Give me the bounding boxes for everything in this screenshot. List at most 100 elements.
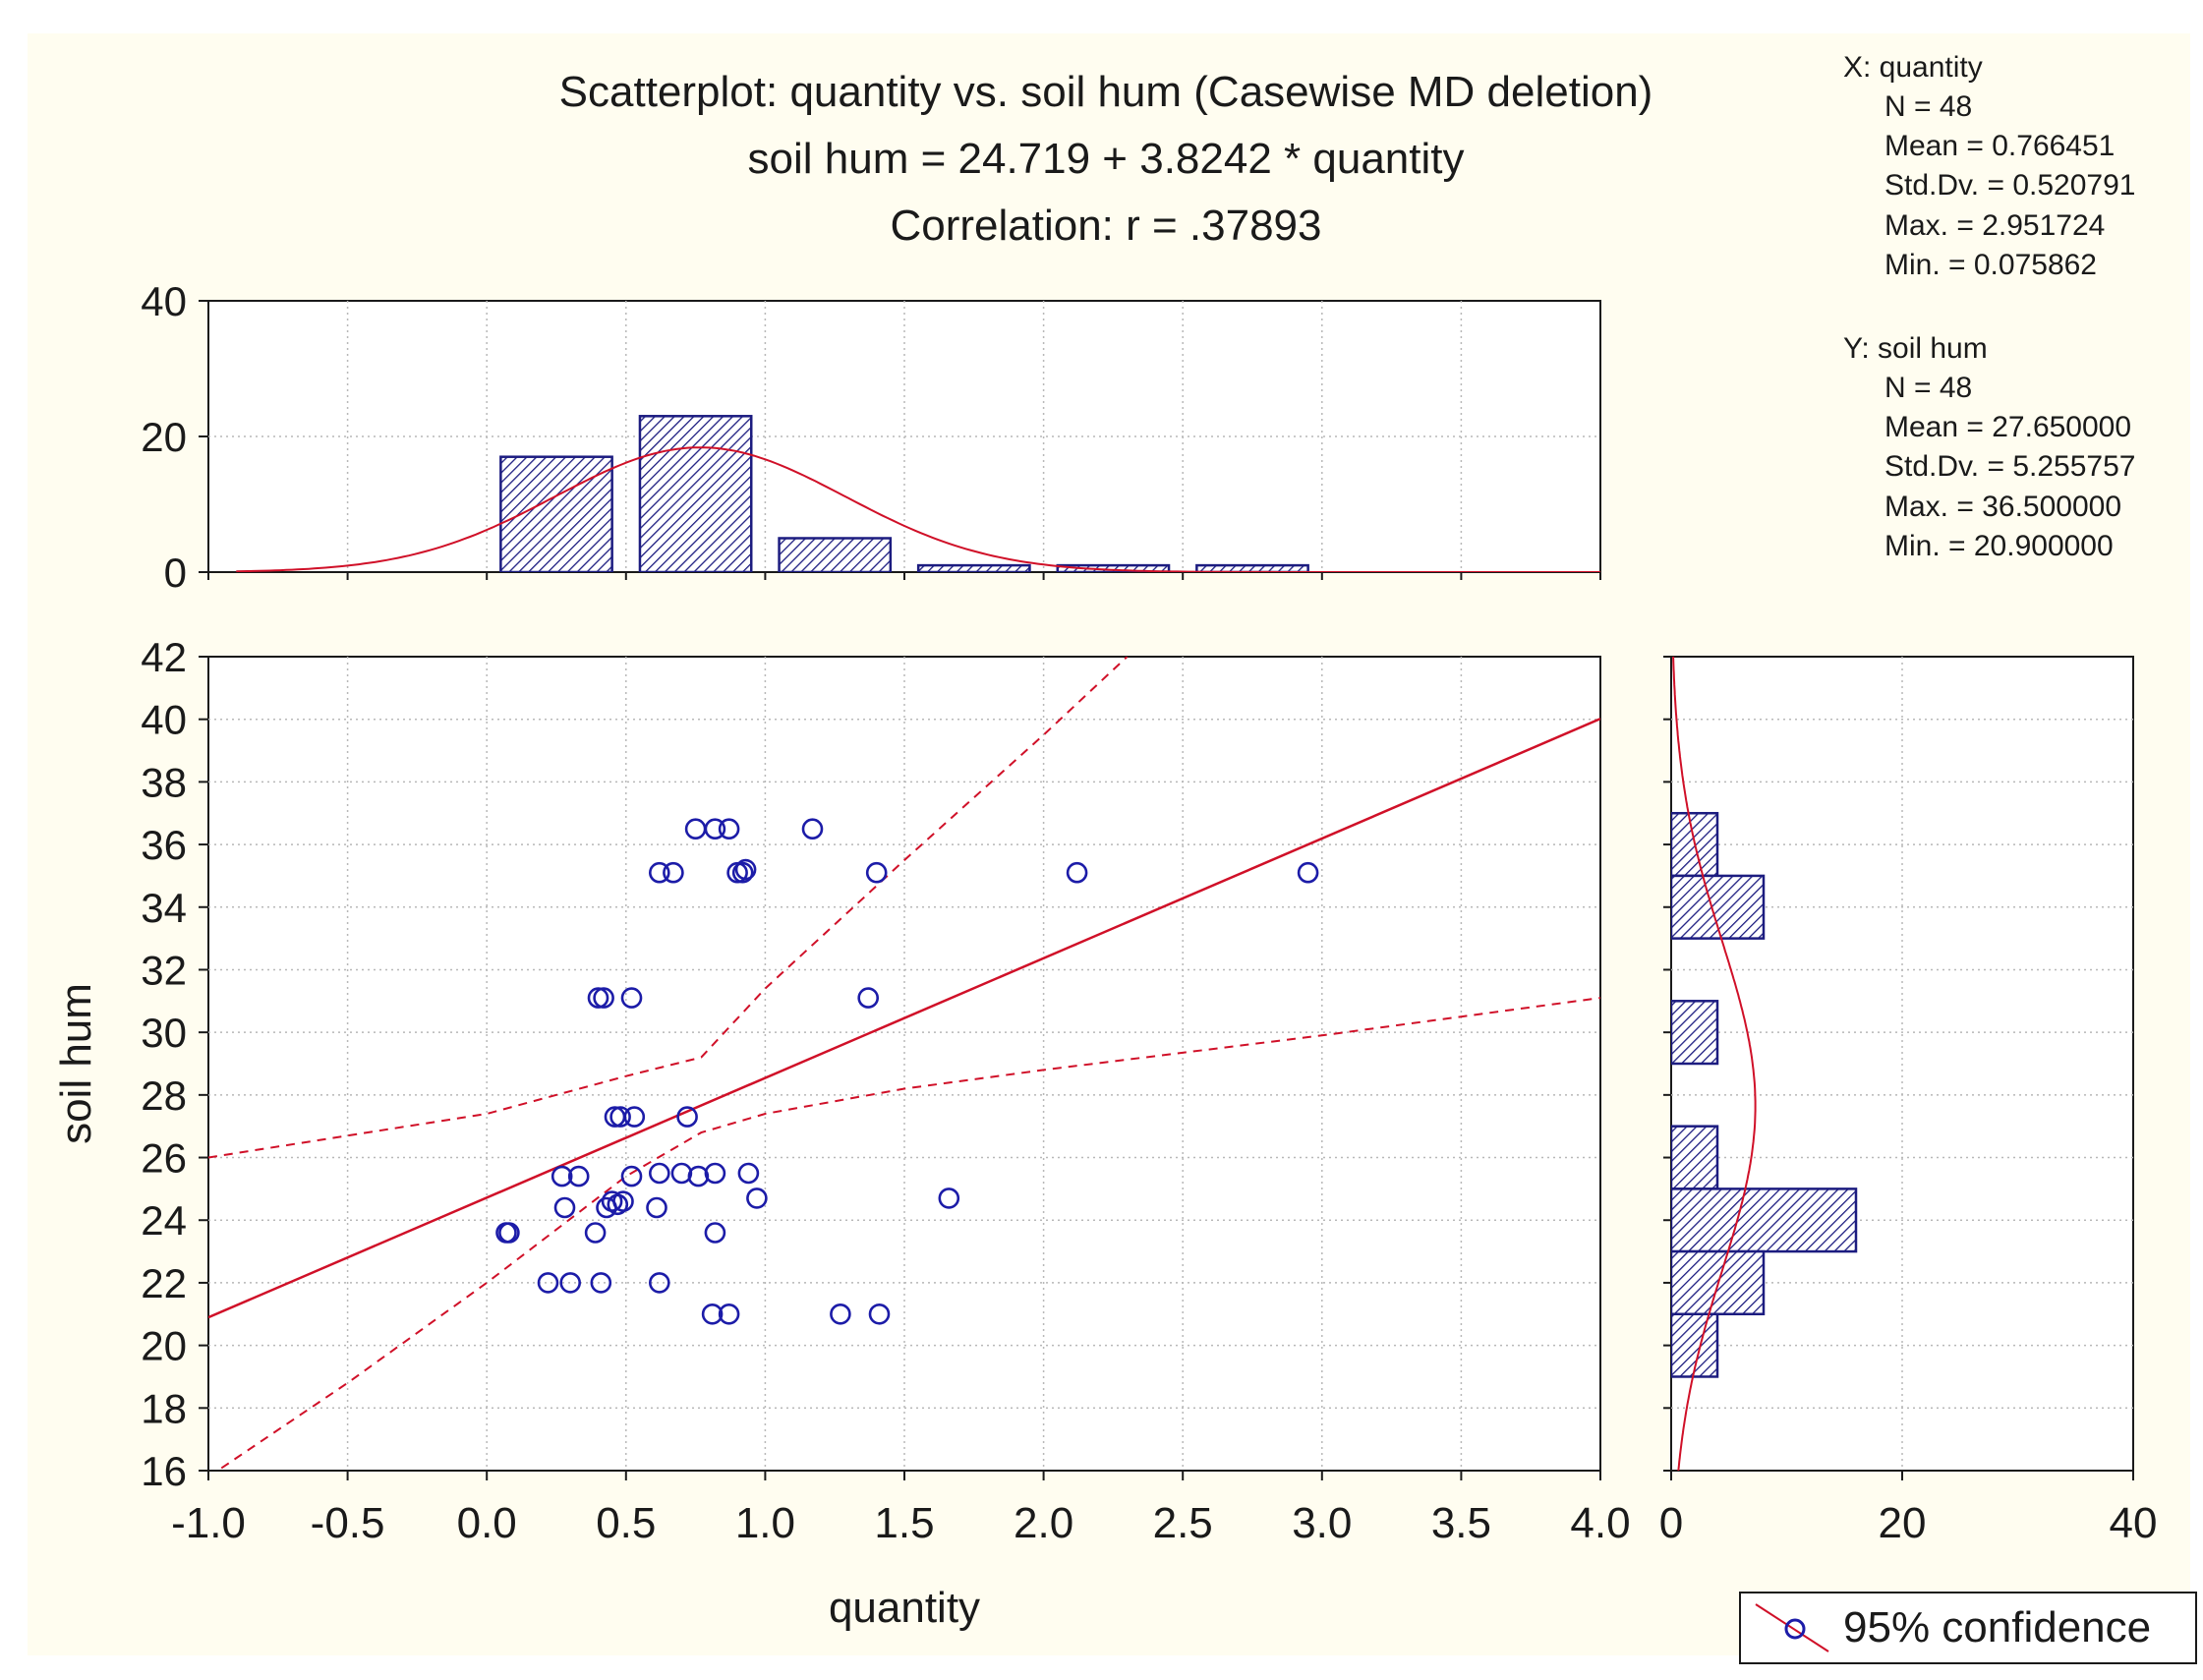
right-histogram-bar <box>1671 1188 1858 1253</box>
scatter-point <box>687 1165 710 1188</box>
scatter-point <box>830 1303 851 1325</box>
y-tick-label: 30 <box>141 1010 187 1056</box>
x-tick-label: 4.0 <box>1570 1499 1630 1547</box>
right-x-tick-label: 40 <box>2110 1499 2158 1547</box>
top-y-tick-label: 40 <box>141 278 187 324</box>
scatter-points <box>495 818 1319 1325</box>
scatter-point <box>718 1303 740 1325</box>
scatter-point <box>704 818 726 840</box>
y-tick-label: 20 <box>141 1323 187 1369</box>
regression-line <box>208 718 1600 1319</box>
x-tick-label: -0.5 <box>311 1499 385 1547</box>
scatter-point <box>537 1272 559 1294</box>
scatter-point <box>648 1162 670 1185</box>
y-tick-label: 34 <box>141 885 187 931</box>
x-stats-min: Min. = 0.075862 <box>1884 249 2097 281</box>
y-axis-label: soil hum <box>52 983 100 1144</box>
x-stats-max: Max. = 2.951724 <box>1884 209 2105 242</box>
top-histogram-bars <box>499 415 1309 572</box>
top-y-tick-label: 20 <box>141 414 187 460</box>
y-statistics: Y: soil hum N = 48 Mean = 27.650000 Std.… <box>1843 332 2135 562</box>
x-tick-label: 2.5 <box>1153 1499 1213 1547</box>
right-histogram-bar <box>1671 1125 1719 1190</box>
y-stats-mean: Mean = 27.650000 <box>1884 411 2131 443</box>
scatter-point <box>567 1165 590 1188</box>
scatter-point <box>704 1162 726 1185</box>
y-tick-label: 28 <box>141 1072 187 1119</box>
scatter-point <box>737 1162 760 1185</box>
confidence-band-upper <box>208 657 1129 1159</box>
y-tick-label: 32 <box>141 947 187 993</box>
scatter-point <box>801 818 824 840</box>
scatter-point <box>670 1162 693 1185</box>
scatter-point <box>551 1165 573 1188</box>
y-tick-label: 18 <box>141 1385 187 1431</box>
scatter-grid <box>208 657 1600 1471</box>
scatter-point <box>1066 861 1088 884</box>
scatter-point <box>498 1222 520 1244</box>
legend-line-sample <box>1755 1603 1829 1652</box>
x-tick-label: 0.0 <box>457 1499 517 1547</box>
top-histogram-bar <box>916 563 1031 572</box>
y-tick-label: 36 <box>141 822 187 868</box>
scatter-point <box>609 1106 631 1128</box>
y-tick-label: 42 <box>141 634 187 680</box>
right-normal-curve <box>1672 657 1757 1471</box>
scatter-point <box>701 1303 724 1325</box>
x-tick-label: -1.0 <box>171 1499 246 1547</box>
y-stats-header: Y: soil hum <box>1843 332 1988 365</box>
scatter-point <box>648 1272 670 1294</box>
scatter-point <box>938 1188 960 1209</box>
scatter-point <box>734 858 757 881</box>
scatter-point <box>868 1303 891 1325</box>
y-tick-label: 24 <box>141 1197 187 1244</box>
x-tick-label: 2.0 <box>1014 1499 1073 1547</box>
top-histogram-bar <box>778 537 893 572</box>
scatter-point <box>559 1272 582 1294</box>
x-stats-sd: Std.Dv. = 0.520791 <box>1884 169 2135 202</box>
x-stats-mean: Mean = 0.766451 <box>1884 130 2115 162</box>
scatter-point <box>865 861 888 884</box>
scatter-point <box>593 987 614 1009</box>
y-stats-max: Max. = 36.500000 <box>1884 491 2121 523</box>
x-tick-label: 1.0 <box>735 1499 795 1547</box>
x-statistics: X: quantity N = 48 Mean = 0.766451 Std.D… <box>1843 51 2135 281</box>
x-tick-label: 3.5 <box>1431 1499 1491 1547</box>
right-histogram-bar <box>1671 1000 1719 1066</box>
scatter-point <box>587 987 609 1009</box>
x-stats-n: N = 48 <box>1884 90 1972 123</box>
scatter-point <box>663 861 684 884</box>
top-histogram-bar <box>1056 563 1171 572</box>
y-tick-label: 16 <box>141 1448 187 1494</box>
scatter-point <box>731 861 754 884</box>
regression-lines <box>208 657 1600 1471</box>
y-stats-sd: Std.Dv. = 5.255757 <box>1884 450 2135 483</box>
scatter-point <box>648 861 670 884</box>
legend-box <box>1739 1592 2197 1664</box>
x-tick-label: 3.0 <box>1292 1499 1352 1547</box>
y-tick-label: 38 <box>141 759 187 805</box>
scatter-point <box>857 987 880 1009</box>
correlation-label: Correlation: r = .37893 <box>890 202 1321 250</box>
scatter-point <box>612 1190 634 1212</box>
scatter-point <box>646 1196 667 1219</box>
top-normal-curve-line <box>236 446 1600 572</box>
scatter-point <box>620 1165 643 1188</box>
scatter-point <box>676 1106 698 1128</box>
axis-ticks: -1.0 -0.5 0.0 0.5 1.0 1.5 2.0 2.5 3.0 3.5 4.0 16 18 2… <box>141 278 2157 1547</box>
legend: 95% confidence <box>1739 1592 2197 1664</box>
y-tick-label: 40 <box>141 697 187 743</box>
right-x-tick-label: 20 <box>1879 1499 1927 1547</box>
regression-equation: soil hum = 24.719 + 3.8242 * quantity <box>748 135 1465 183</box>
y-tick-label: 26 <box>141 1135 187 1182</box>
top-histogram-bar <box>499 455 613 572</box>
legend-marker-icon <box>1784 1618 1806 1640</box>
x-tick-label: 0.5 <box>596 1499 656 1547</box>
x-stats-header: X: quantity <box>1843 51 1983 84</box>
scatter-point <box>1297 861 1319 884</box>
top-y-tick-label: 0 <box>164 550 187 596</box>
y-tick-label: 22 <box>141 1260 187 1306</box>
right-x-tick-label: 0 <box>1659 1499 1683 1547</box>
